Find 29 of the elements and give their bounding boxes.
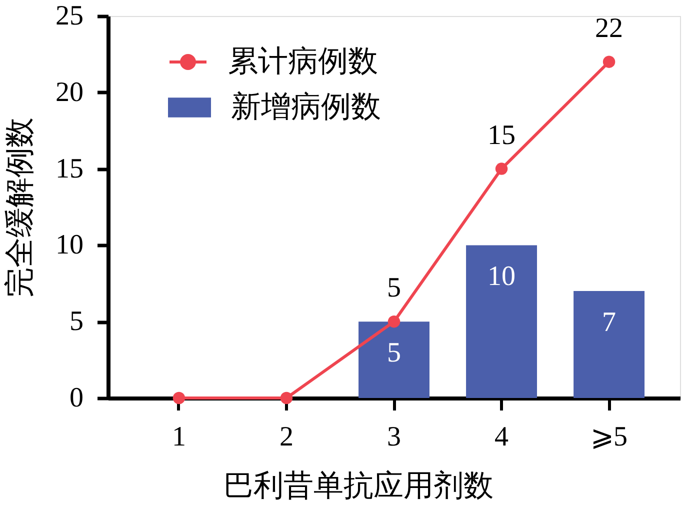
y-tick-label: 15 [56, 153, 84, 184]
data-label: 5 [387, 272, 401, 304]
y-axis-title: 完全缓解例数 [4, 118, 36, 298]
point [495, 162, 508, 175]
legend-label: 累计病例数 [228, 45, 378, 78]
bar [358, 322, 430, 398]
point [172, 392, 186, 404]
x-tick-label: 3 [387, 422, 401, 452]
data-label: 10 [488, 261, 516, 292]
y-tick-label: 0 [70, 382, 84, 414]
point [280, 392, 293, 404]
x-tick-label: ⩾5 [590, 422, 628, 452]
data-label: 7 [602, 307, 616, 338]
y-tick-label: 25 [56, 0, 84, 32]
x-tick-label: 1 [172, 422, 186, 452]
point [602, 56, 616, 68]
x-axis-title: 巴利昔单抗应用剂数 [224, 470, 494, 502]
x-tick-label: 4 [494, 422, 509, 452]
data-label: 15 [488, 120, 516, 151]
point [388, 315, 400, 328]
bar [574, 291, 645, 398]
y-tick-label: 10 [56, 230, 84, 261]
y-tick-label: 20 [56, 76, 84, 108]
data-label: 22 [595, 12, 624, 44]
legend-label: 新增病例数 [231, 90, 381, 124]
y-tick-label: 5 [70, 306, 84, 338]
data-label: 5 [387, 338, 401, 369]
x-tick-label: 2 [279, 422, 294, 452]
bar [466, 245, 537, 398]
